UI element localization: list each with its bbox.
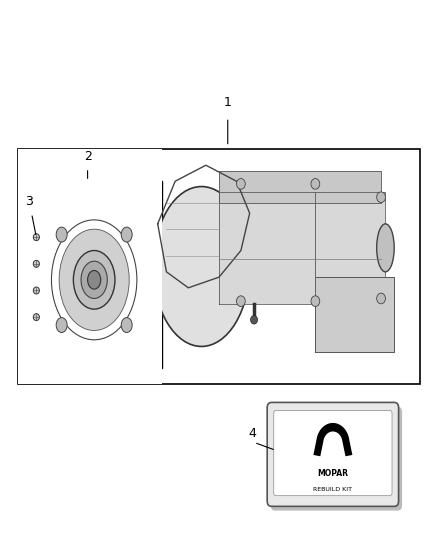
- Circle shape: [311, 179, 320, 189]
- Circle shape: [237, 296, 245, 306]
- Ellipse shape: [33, 287, 39, 294]
- Text: 2: 2: [84, 150, 92, 163]
- FancyBboxPatch shape: [267, 402, 399, 506]
- Ellipse shape: [56, 227, 67, 242]
- Polygon shape: [313, 423, 353, 456]
- Ellipse shape: [33, 260, 39, 267]
- Bar: [18, 149, 420, 384]
- Ellipse shape: [121, 318, 132, 333]
- Circle shape: [251, 316, 258, 324]
- Ellipse shape: [74, 251, 115, 309]
- Ellipse shape: [81, 261, 107, 298]
- Text: 1: 1: [224, 96, 232, 109]
- Text: 4: 4: [248, 427, 256, 440]
- FancyBboxPatch shape: [274, 410, 392, 496]
- Ellipse shape: [88, 271, 101, 289]
- Circle shape: [377, 192, 385, 203]
- Circle shape: [237, 179, 245, 189]
- Bar: [18, 149, 162, 384]
- Text: MOPAR: MOPAR: [318, 469, 348, 478]
- FancyBboxPatch shape: [271, 407, 402, 511]
- Bar: [22, 181, 162, 368]
- Polygon shape: [219, 171, 381, 203]
- Ellipse shape: [46, 213, 142, 346]
- Ellipse shape: [33, 313, 39, 320]
- Ellipse shape: [59, 229, 129, 330]
- Polygon shape: [315, 277, 394, 352]
- Circle shape: [311, 296, 320, 306]
- Ellipse shape: [33, 233, 39, 241]
- Ellipse shape: [377, 224, 394, 272]
- Ellipse shape: [153, 187, 250, 346]
- Text: REBUILD KIT: REBUILD KIT: [313, 487, 353, 492]
- Circle shape: [377, 293, 385, 304]
- Text: 3: 3: [25, 195, 33, 208]
- Polygon shape: [219, 192, 385, 304]
- Ellipse shape: [56, 318, 67, 333]
- Ellipse shape: [121, 227, 132, 242]
